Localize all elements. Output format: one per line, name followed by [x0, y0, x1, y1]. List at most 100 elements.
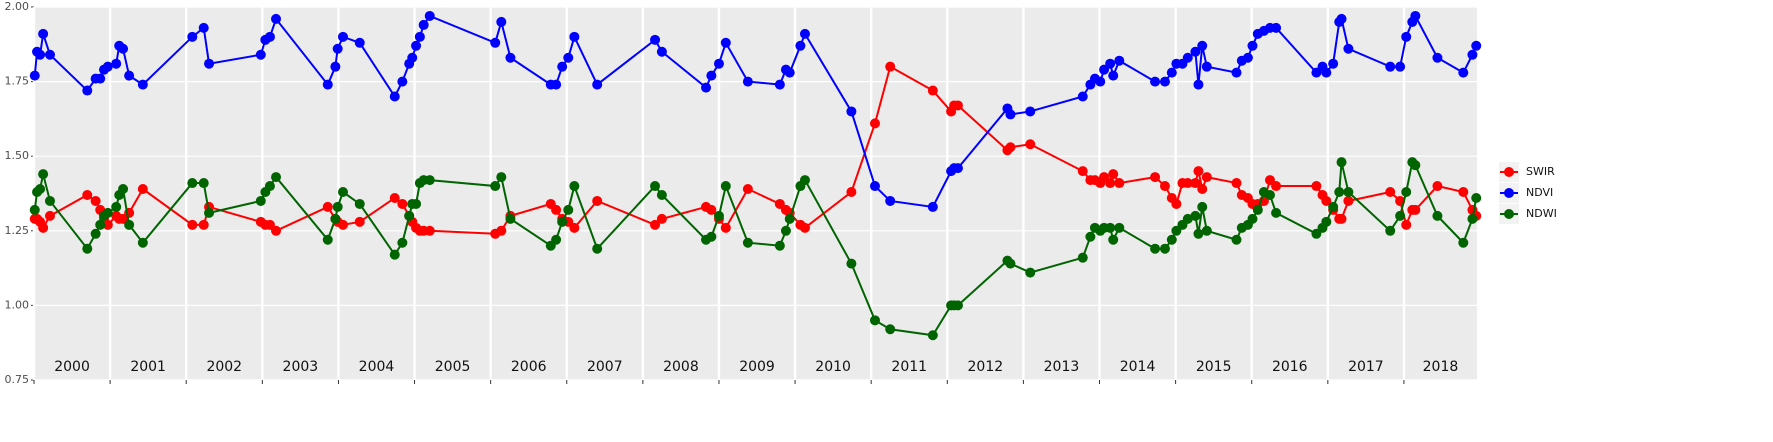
data-point — [1247, 213, 1258, 224]
data-point — [1190, 210, 1201, 221]
data-point — [82, 85, 93, 96]
data-point — [569, 181, 580, 192]
data-point — [885, 324, 896, 335]
data-point — [1077, 166, 1088, 177]
data-point — [44, 49, 55, 60]
year-label: 2010 — [815, 359, 851, 375]
data-point — [1077, 91, 1088, 102]
data-point — [1321, 67, 1332, 78]
data-point — [187, 31, 198, 42]
data-point — [1171, 198, 1182, 209]
data-point — [124, 70, 135, 81]
data-point — [1005, 258, 1016, 269]
data-point — [1005, 142, 1016, 153]
legend-marker — [1504, 188, 1514, 198]
data-point — [1159, 76, 1170, 87]
data-point — [407, 52, 418, 63]
data-point — [650, 34, 661, 45]
data-point — [1311, 181, 1322, 192]
data-point — [1252, 204, 1263, 215]
data-point — [424, 225, 435, 236]
data-point — [337, 31, 348, 42]
data-point — [44, 195, 55, 206]
data-point — [1401, 219, 1412, 230]
data-point — [551, 234, 562, 245]
data-point — [563, 204, 574, 215]
data-point — [1190, 46, 1201, 57]
data-point — [1395, 210, 1406, 221]
data-point — [1343, 43, 1354, 54]
legend-label: NDWI — [1526, 207, 1557, 220]
year-label: 2005 — [435, 359, 471, 375]
data-point — [1095, 76, 1106, 87]
data-point — [1343, 187, 1354, 198]
data-point — [713, 58, 724, 69]
data-point — [656, 189, 667, 200]
data-point — [1197, 40, 1208, 51]
data-point — [330, 213, 341, 224]
data-point — [496, 225, 507, 236]
data-point — [1150, 76, 1161, 87]
year-label: 2011 — [891, 359, 927, 375]
data-point — [1385, 225, 1396, 236]
data-point — [1458, 237, 1469, 248]
data-point — [1231, 178, 1242, 189]
data-point — [95, 219, 106, 230]
year-label: 2013 — [1044, 359, 1080, 375]
year-label: 2009 — [739, 359, 775, 375]
data-point — [490, 181, 501, 192]
year-label: 2012 — [968, 359, 1004, 375]
data-point — [337, 187, 348, 198]
data-point — [354, 198, 365, 209]
data-point — [869, 118, 880, 129]
data-point — [1471, 40, 1482, 51]
data-point — [255, 195, 266, 206]
data-point — [1328, 201, 1339, 212]
data-point — [1432, 210, 1443, 221]
year-label: 2016 — [1272, 359, 1308, 375]
data-point — [35, 49, 46, 60]
data-point — [557, 61, 568, 72]
data-point — [706, 70, 717, 81]
data-point — [271, 172, 282, 183]
data-point — [204, 207, 215, 218]
data-point — [1395, 61, 1406, 72]
data-point — [1336, 13, 1347, 24]
data-point — [1458, 187, 1469, 198]
data-point — [1193, 228, 1204, 239]
data-point — [424, 175, 435, 186]
data-point — [1150, 243, 1161, 254]
data-point — [1385, 187, 1396, 198]
data-point — [650, 219, 661, 230]
data-point — [38, 222, 49, 233]
data-point — [330, 61, 341, 72]
data-point — [1166, 234, 1177, 245]
data-point — [1182, 213, 1193, 224]
data-point — [490, 37, 501, 48]
data-point — [569, 222, 580, 233]
data-point — [35, 184, 46, 195]
data-point — [1328, 58, 1339, 69]
data-point — [742, 237, 753, 248]
data-point — [102, 61, 113, 72]
data-point — [1108, 234, 1119, 245]
data-point — [82, 189, 93, 200]
legend-marker — [1504, 209, 1514, 219]
data-point — [742, 76, 753, 87]
data-point — [496, 172, 507, 183]
data-point — [780, 225, 791, 236]
data-point — [118, 43, 129, 54]
legend-marker — [1504, 167, 1514, 177]
data-point — [137, 184, 148, 195]
data-point — [713, 210, 724, 221]
data-point — [1231, 67, 1242, 78]
year-label: 2008 — [663, 359, 699, 375]
data-point — [1025, 267, 1036, 278]
data-point — [1005, 109, 1016, 120]
data-point — [255, 49, 266, 60]
data-point — [706, 204, 717, 215]
data-point — [389, 249, 400, 260]
data-point — [1182, 52, 1193, 63]
data-point — [701, 82, 712, 93]
